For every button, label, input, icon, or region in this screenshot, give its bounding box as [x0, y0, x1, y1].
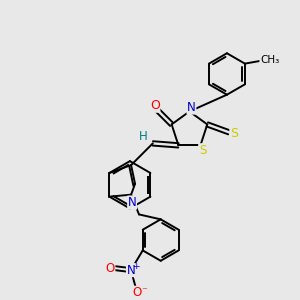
Text: +: +	[132, 262, 140, 271]
Text: S: S	[230, 127, 238, 140]
Text: O: O	[150, 99, 160, 112]
Text: N: N	[187, 101, 196, 114]
Text: N: N	[128, 196, 136, 209]
Text: ⁻: ⁻	[141, 286, 147, 296]
Text: CH₃: CH₃	[260, 55, 279, 65]
Text: N: N	[127, 264, 135, 277]
Text: O: O	[132, 286, 142, 299]
Text: O: O	[106, 262, 115, 275]
Text: H: H	[139, 130, 147, 143]
Text: S: S	[199, 144, 206, 157]
